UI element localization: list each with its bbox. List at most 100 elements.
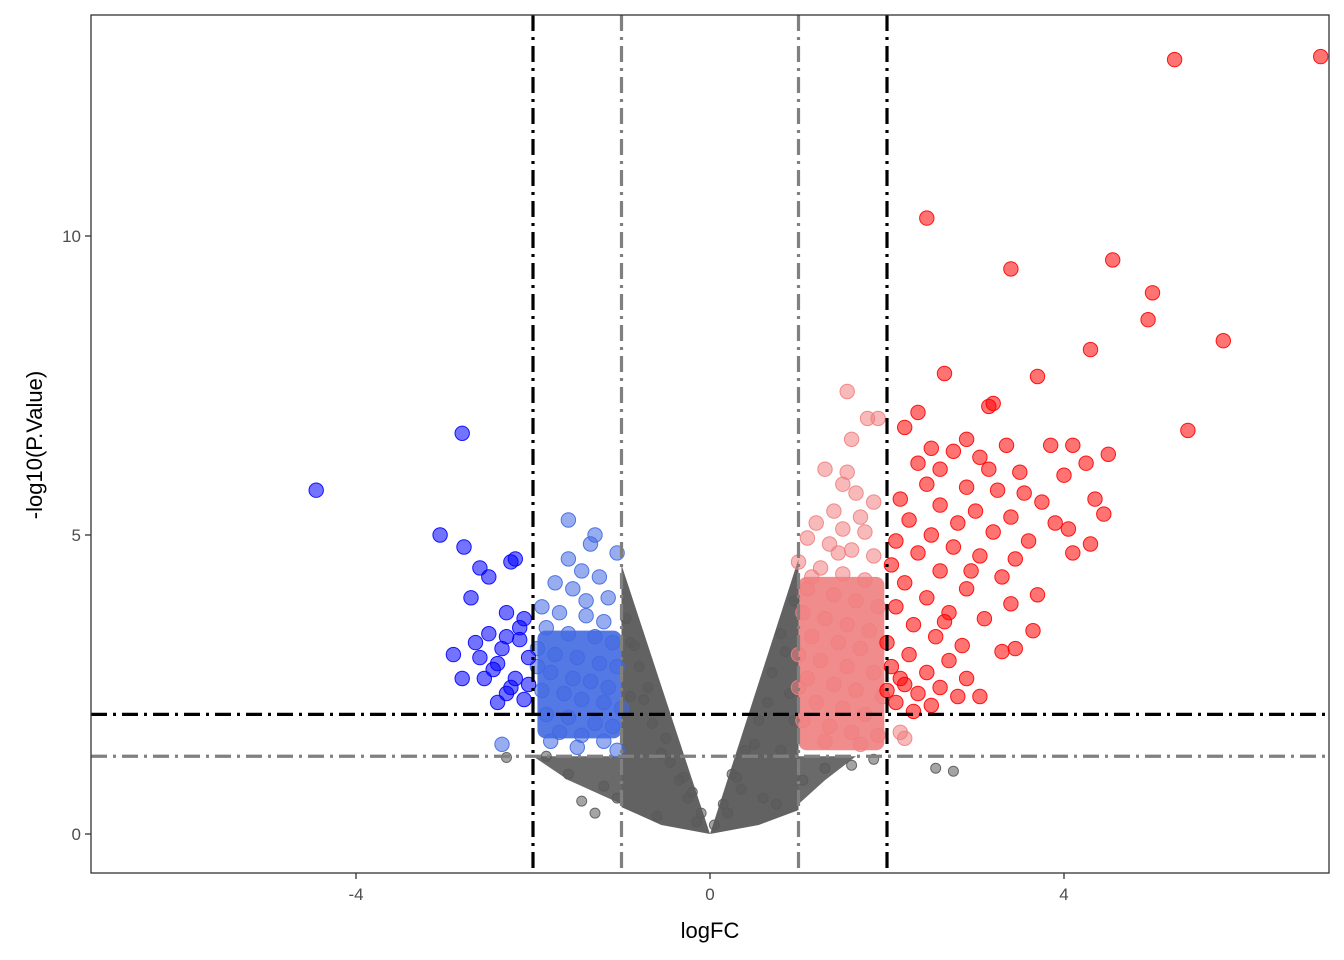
point-up-strong [994, 569, 1010, 585]
point-not-significant [642, 682, 654, 693]
point-up-strong [919, 590, 935, 606]
point-down-moderate [574, 691, 590, 708]
point-up-moderate [848, 682, 864, 699]
point-down-moderate [547, 575, 563, 591]
point-not-significant [691, 816, 703, 828]
point-up-strong [1082, 341, 1099, 358]
x-tick-label: 4 [1059, 885, 1068, 904]
point-down-strong [472, 649, 488, 666]
point-down-moderate [578, 593, 594, 609]
point-down-moderate [578, 608, 594, 624]
point-up-moderate [817, 461, 833, 477]
point-up-strong [1007, 551, 1023, 567]
point-up-strong [901, 512, 917, 528]
point-down-moderate [543, 664, 559, 681]
point-up-strong [985, 395, 1001, 412]
point-up-strong [888, 599, 904, 615]
point-down-moderate [551, 605, 568, 621]
point-up-strong [1029, 587, 1046, 603]
point-up-strong [919, 664, 935, 681]
point-up-strong [989, 482, 1006, 498]
point-not-significant [770, 798, 782, 810]
point-up-moderate [795, 712, 811, 729]
point-not-significant [633, 661, 645, 673]
point-up-strong [958, 431, 975, 447]
point-up-strong [1105, 252, 1121, 268]
point-up-strong [1029, 368, 1046, 385]
point-not-significant [695, 807, 707, 819]
point-up-moderate [804, 569, 820, 585]
point-down-strong [512, 620, 528, 636]
point-up-moderate [848, 485, 864, 501]
point-up-strong [905, 703, 922, 720]
point-up-strong [910, 545, 926, 561]
point-up-strong [981, 461, 997, 477]
point-up-strong [1020, 533, 1037, 549]
point-up-moderate [852, 736, 869, 752]
point-up-moderate [835, 521, 851, 537]
point-up-strong [901, 646, 917, 663]
point-up-strong [945, 539, 962, 555]
point-up-moderate [817, 733, 833, 749]
point-up-moderate [843, 542, 860, 558]
point-down-strong [481, 569, 497, 585]
point-up-strong [897, 419, 913, 436]
point-up-moderate [826, 503, 842, 519]
point-not-significant [748, 738, 760, 750]
point-not-significant [647, 717, 658, 729]
point-up-strong [958, 670, 975, 687]
point-down-moderate [600, 679, 616, 696]
point-down-moderate [534, 599, 550, 615]
point-up-strong [932, 497, 948, 513]
point-down-moderate [587, 629, 603, 645]
point-down-moderate [560, 626, 577, 642]
point-up-strong [919, 210, 935, 226]
point-up-strong [905, 617, 922, 633]
point-up-strong [994, 643, 1010, 660]
point-up-moderate [892, 724, 908, 740]
point-not-significant [762, 696, 773, 708]
point-down-strong [481, 626, 497, 642]
x-axis-title: logFC [681, 918, 740, 943]
point-up-strong [985, 524, 1001, 540]
point-up-moderate [843, 724, 860, 740]
point-up-strong [1056, 467, 1072, 483]
point-up-moderate [835, 566, 851, 582]
point-up-strong [1100, 446, 1117, 462]
x-tick-label: 0 [705, 885, 714, 904]
point-down-moderate [494, 736, 510, 752]
point-up-strong [932, 679, 948, 696]
ns-fan-left [621, 564, 710, 834]
point-up-strong [910, 455, 926, 471]
point-down-moderate [574, 563, 590, 579]
point-up-strong [892, 491, 908, 507]
point-up-moderate [808, 515, 824, 531]
point-up-moderate [821, 718, 838, 735]
point-up-strong [963, 563, 979, 579]
point-not-significant [722, 807, 734, 819]
point-down-moderate [538, 706, 554, 723]
ns-fan-right-bottom [798, 756, 857, 805]
point-up-strong [1003, 509, 1019, 525]
point-up-strong [923, 440, 939, 456]
point-down-moderate [534, 682, 550, 699]
point-down-moderate [538, 620, 554, 636]
point-down-moderate [609, 742, 625, 758]
point-not-significant [589, 807, 601, 819]
point-up-moderate [852, 640, 869, 657]
threshold-lines [91, 15, 1329, 873]
point-up-strong [958, 479, 975, 495]
point-not-significant [797, 774, 809, 786]
point-up-strong [1003, 261, 1019, 277]
point-up-strong [998, 437, 1015, 453]
point-up-strong [1007, 640, 1023, 657]
point-not-significant [819, 762, 831, 774]
point-down-strong [308, 482, 324, 498]
y-tick-label: 0 [72, 825, 81, 844]
point-up-strong [1060, 521, 1077, 537]
point-down-moderate [591, 569, 608, 585]
point-up-strong [932, 563, 948, 579]
point-up-strong [954, 637, 970, 654]
point-down-strong [445, 646, 462, 663]
point-not-significant [678, 771, 689, 783]
